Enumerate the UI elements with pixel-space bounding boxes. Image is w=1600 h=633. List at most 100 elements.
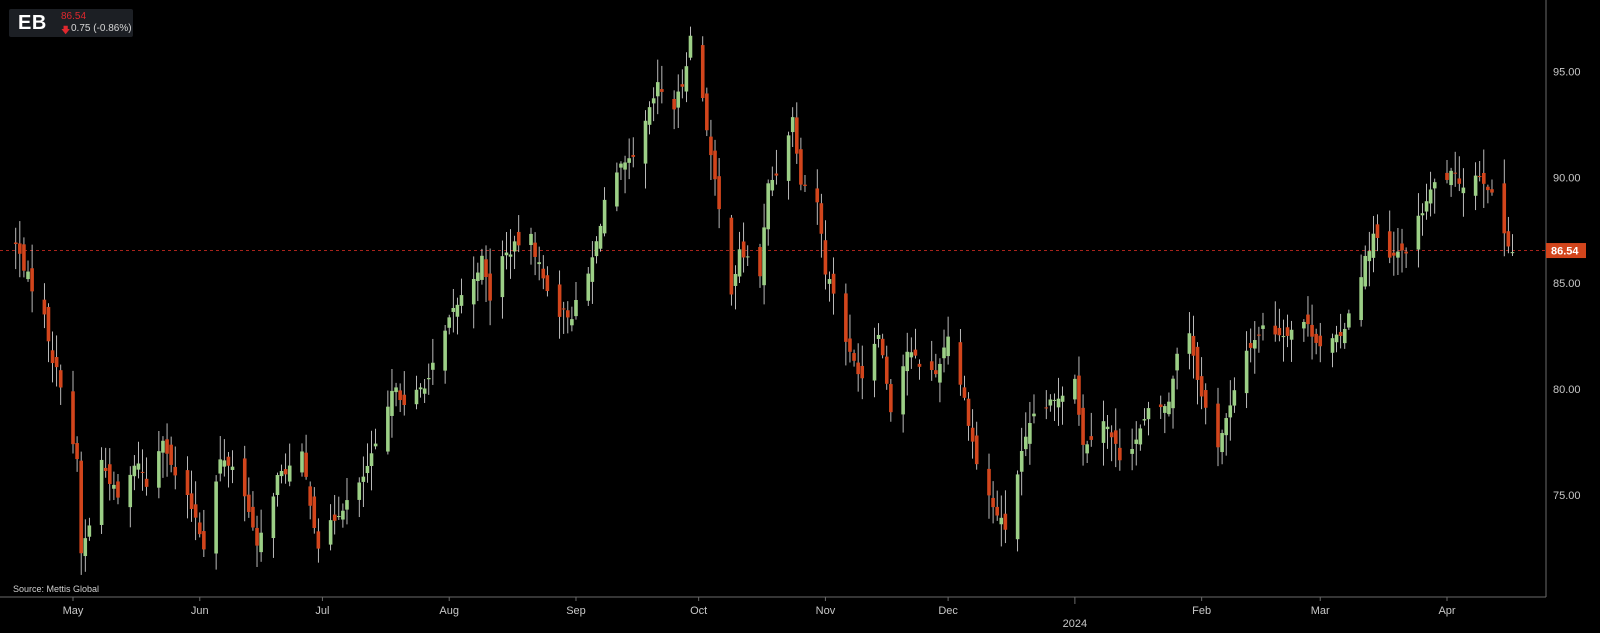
candle-down <box>1477 176 1482 178</box>
candle-down <box>913 349 918 356</box>
candle-down <box>880 338 885 356</box>
candle-up <box>733 274 738 286</box>
candle-up <box>136 463 141 470</box>
candle-up <box>570 319 574 326</box>
y-tick-label: 75.00 <box>1553 490 1581 502</box>
candle-up <box>1367 251 1372 262</box>
candle-down <box>1404 251 1408 254</box>
candle-up <box>615 172 619 207</box>
candle-up <box>786 135 791 181</box>
candle-down <box>987 468 991 496</box>
candle-down <box>995 506 999 516</box>
candle-down <box>1310 324 1314 337</box>
candle-up <box>1244 350 1249 394</box>
candle-down <box>533 242 537 257</box>
candle-up <box>455 304 460 317</box>
candle-up <box>1024 436 1028 450</box>
candle-down <box>308 486 312 506</box>
candle-up <box>1048 399 1053 406</box>
candle-down <box>1506 231 1511 247</box>
candle-up <box>647 107 652 125</box>
candle-down <box>173 466 178 476</box>
candle-down <box>1199 376 1204 397</box>
candle-down <box>18 243 22 254</box>
candle-up <box>1449 170 1453 186</box>
candle-up <box>259 532 263 553</box>
candle-down <box>242 458 247 497</box>
candle-up <box>1032 413 1036 417</box>
candle-up <box>508 254 513 257</box>
candle-up <box>112 484 116 489</box>
candle-down <box>144 478 149 487</box>
candle-down <box>312 496 317 528</box>
candle-up <box>373 443 378 447</box>
candle-down <box>79 460 83 554</box>
candle-up <box>504 252 509 256</box>
candle-down <box>316 531 321 549</box>
candle-up <box>222 460 227 467</box>
candle-up <box>901 366 905 415</box>
candle-up <box>1228 405 1233 418</box>
candle-down <box>116 481 120 498</box>
candle-down <box>1285 327 1290 336</box>
candle-up <box>537 262 541 265</box>
y-tick-label: 85.00 <box>1553 278 1581 290</box>
candle-down <box>831 273 836 294</box>
candle-up <box>390 390 394 416</box>
candle-up <box>443 330 447 371</box>
candle-down <box>1077 375 1081 415</box>
candle-down <box>1044 407 1049 409</box>
candle-down <box>561 308 566 310</box>
candle-up <box>447 317 452 328</box>
candle-down <box>1003 513 1008 530</box>
x-tick-label: Oct <box>690 605 707 617</box>
candle-down <box>1457 178 1462 184</box>
candle-down <box>251 506 255 528</box>
candle-up <box>394 387 398 393</box>
y-tick-label: 80.00 <box>1553 384 1581 396</box>
candle-up <box>1342 328 1347 344</box>
candle-up <box>827 279 832 284</box>
candle-down <box>717 176 721 210</box>
candle-up <box>1510 252 1515 254</box>
candle-up <box>594 241 599 257</box>
candle-up <box>1261 325 1265 329</box>
candle-up <box>337 516 341 518</box>
candle-up <box>300 451 304 473</box>
candle-up <box>1371 233 1376 258</box>
candle-up <box>1302 321 1306 329</box>
candle-down <box>1318 335 1323 347</box>
candle-up <box>1347 313 1351 328</box>
candle-up <box>1424 201 1429 212</box>
y-tick-label: 95.00 <box>1553 66 1581 78</box>
candle-up <box>1019 450 1024 472</box>
candle-up <box>586 273 591 301</box>
candle-up <box>512 241 517 252</box>
candle-up <box>1232 390 1237 406</box>
candle-down <box>1490 189 1494 193</box>
candle-up <box>643 120 648 164</box>
candle-up <box>431 362 435 370</box>
candle-up <box>942 347 946 359</box>
candle-up <box>1015 474 1020 540</box>
candle-down <box>991 497 995 508</box>
candle-down <box>1248 342 1253 348</box>
x-tick-label: Nov <box>816 605 836 617</box>
candle-down <box>398 390 402 401</box>
candle-down <box>1273 325 1278 335</box>
candle-up <box>361 476 366 482</box>
candle-up <box>480 255 484 280</box>
candle-down <box>541 268 546 279</box>
candle-down <box>484 259 488 278</box>
x-tick-label: Aug <box>439 605 459 617</box>
x-tick-label: Jun <box>191 605 209 617</box>
candle-down <box>758 247 762 277</box>
candle-up <box>1220 433 1224 453</box>
candle-up <box>1056 398 1061 408</box>
candle-up <box>1163 406 1167 413</box>
candle-down <box>1453 172 1457 174</box>
candle-up <box>357 482 362 500</box>
candle-down <box>247 494 251 512</box>
candle-up <box>1224 418 1228 436</box>
